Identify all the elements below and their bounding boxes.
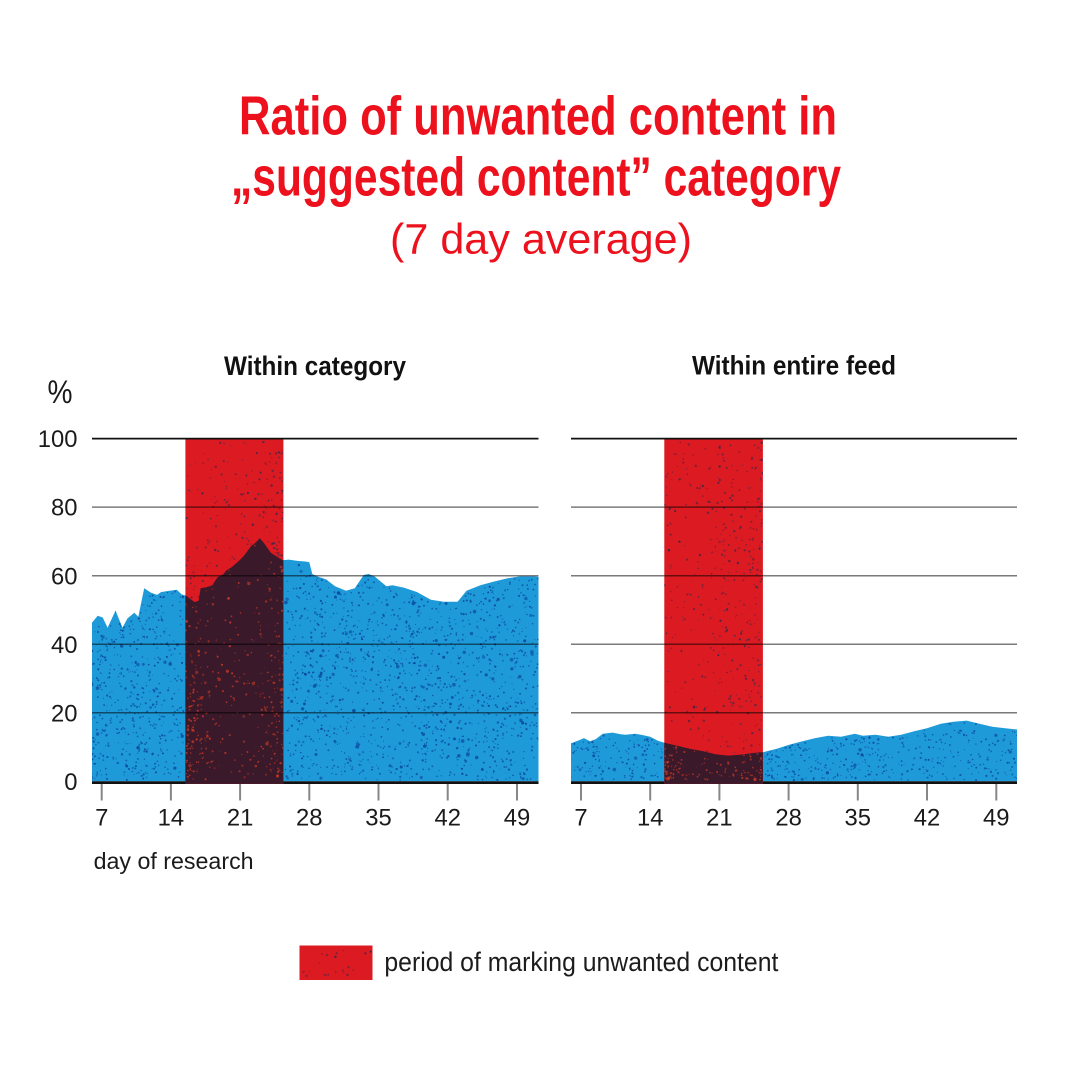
- svg-text:20: 20: [51, 700, 77, 727]
- svg-text:(7 day average): (7 day average): [390, 216, 692, 264]
- svg-text:day of research: day of research: [94, 848, 254, 874]
- svg-text:49: 49: [504, 804, 530, 831]
- svg-text:period of marking unwanted con: period of marking unwanted content: [384, 947, 778, 977]
- svg-text:42: 42: [434, 804, 460, 831]
- svg-text:28: 28: [775, 804, 801, 831]
- svg-text:42: 42: [914, 804, 940, 831]
- svg-text:7: 7: [574, 804, 587, 831]
- svg-text:60: 60: [51, 563, 77, 590]
- svg-text:35: 35: [365, 804, 391, 831]
- svg-text:Within category: Within category: [224, 351, 406, 381]
- svg-text:28: 28: [296, 804, 322, 831]
- svg-text:100: 100: [38, 426, 78, 453]
- svg-text:7: 7: [95, 804, 108, 831]
- svg-text:35: 35: [845, 804, 871, 831]
- svg-text:%: %: [48, 374, 73, 410]
- svg-text:21: 21: [227, 804, 253, 831]
- svg-text:Within entire feed: Within entire feed: [692, 351, 896, 381]
- svg-text:Ratio of unwanted content in: Ratio of unwanted content in: [239, 85, 837, 147]
- svg-text:49: 49: [983, 804, 1009, 831]
- svg-text:„suggested content” category: „suggested content” category: [231, 146, 841, 208]
- svg-text:0: 0: [64, 769, 77, 796]
- svg-text:21: 21: [706, 804, 732, 831]
- svg-text:40: 40: [51, 632, 77, 659]
- svg-text:14: 14: [158, 804, 184, 831]
- svg-text:80: 80: [51, 495, 77, 522]
- svg-text:14: 14: [637, 804, 663, 831]
